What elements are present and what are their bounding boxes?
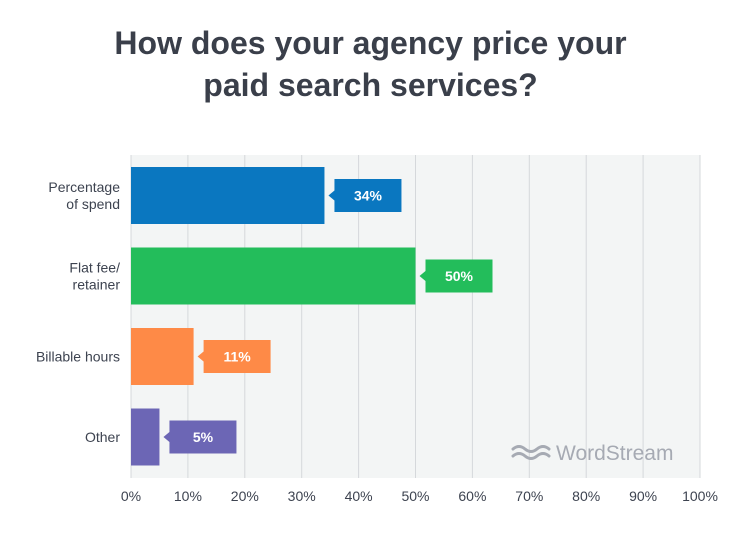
value-callout-box: [328, 179, 402, 212]
value-callout-box: [419, 259, 493, 293]
wordstream-logo: WordStream: [511, 442, 673, 465]
category-label: Percentage: [48, 179, 120, 195]
category-label: Billable hours: [36, 349, 120, 365]
x-tick-label: 20%: [231, 488, 259, 504]
bar: [131, 167, 325, 224]
x-tick-label: 70%: [515, 488, 543, 504]
value-callout-box: [197, 340, 271, 373]
x-tick-label: 60%: [458, 488, 486, 504]
value-callouts: 34% 50% 11% 5%: [163, 179, 493, 454]
category-label: retainer: [73, 277, 121, 293]
x-tick-label: 100%: [682, 488, 718, 504]
bar: [131, 247, 416, 305]
x-tick-label: 10%: [174, 488, 202, 504]
category-label: Other: [85, 429, 120, 445]
category-label: Flat fee/: [69, 260, 120, 276]
x-tick-label: 80%: [572, 488, 600, 504]
x-tick-label: 90%: [629, 488, 657, 504]
chart-title-line-1: How does your agency price your: [114, 25, 627, 61]
wave-icon: [511, 445, 551, 460]
x-tick-label: 50%: [401, 488, 429, 504]
x-tick-label: 0%: [121, 488, 141, 504]
value-label: 5%: [193, 429, 214, 445]
chart-title: How does your agency price your paid sea…: [0, 22, 741, 106]
x-tick-label: 40%: [345, 488, 373, 504]
x-axis-tick-labels: 0% 10% 20% 30% 40% 50% 60% 70% 80% 90% 100%: [121, 488, 718, 504]
bars: [131, 167, 416, 466]
bar: [131, 408, 160, 466]
value-callout-box: [163, 420, 237, 454]
value-label: 34%: [354, 188, 383, 204]
category-label: of spend: [66, 196, 120, 212]
chart-title-line-2: paid search services?: [203, 67, 538, 103]
bar: [131, 328, 194, 385]
value-label: 11%: [223, 349, 251, 365]
x-tick-label: 30%: [288, 488, 316, 504]
value-label: 50%: [445, 268, 474, 284]
brand-name: WordStream: [556, 442, 673, 465]
